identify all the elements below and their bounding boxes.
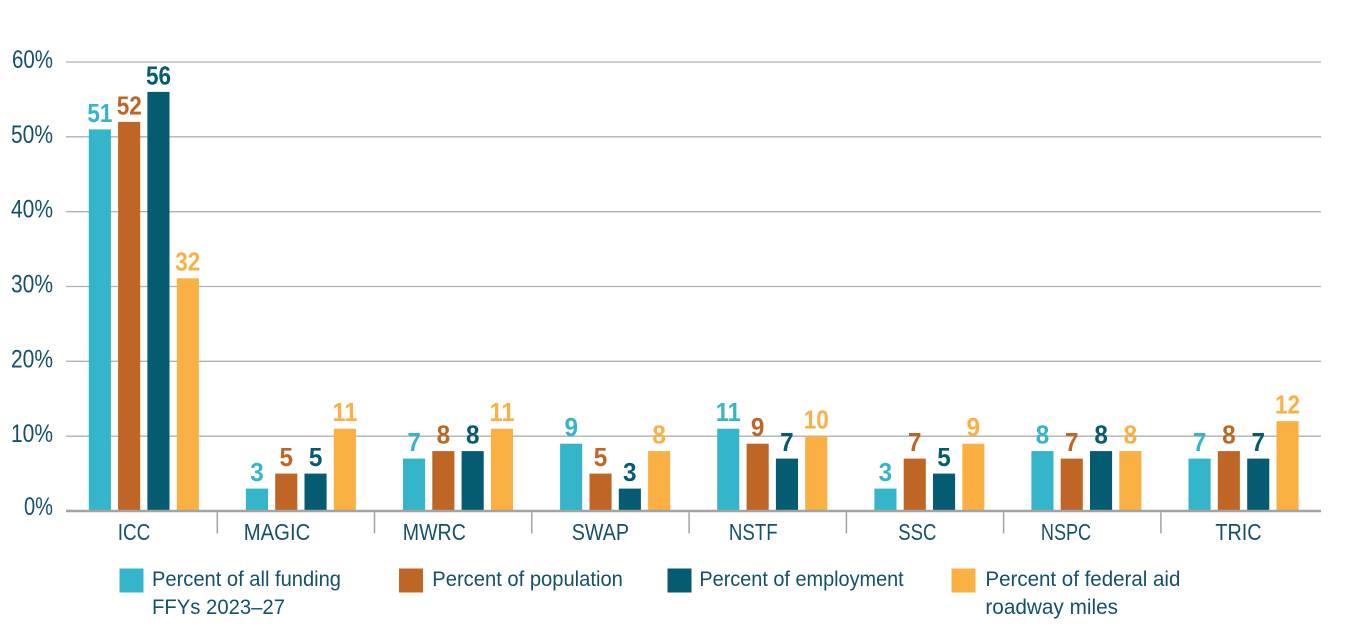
svg-text:3: 3 [623, 457, 637, 487]
svg-text:8: 8 [1036, 420, 1050, 450]
svg-text:5: 5 [309, 442, 323, 472]
svg-text:MAGIC: MAGIC [244, 519, 311, 545]
svg-text:51: 51 [87, 98, 112, 128]
svg-text:5: 5 [937, 442, 951, 472]
svg-text:8: 8 [437, 420, 451, 450]
svg-text:Percent of employment: Percent of employment [699, 568, 903, 591]
svg-text:9: 9 [751, 412, 765, 442]
svg-text:NSTF: NSTF [729, 519, 778, 545]
svg-text:7: 7 [1251, 427, 1265, 457]
svg-text:10%: 10% [11, 420, 53, 448]
svg-text:7: 7 [908, 427, 922, 457]
svg-text:Percent of federal aid: Percent of federal aid [985, 568, 1180, 591]
svg-text:3: 3 [879, 457, 893, 487]
svg-text:Percent of all funding: Percent of all funding [152, 568, 341, 591]
svg-text:20%: 20% [11, 345, 53, 373]
svg-text:NSPC: NSPC [1041, 519, 1091, 545]
svg-text:12: 12 [1275, 390, 1300, 420]
svg-text:9: 9 [967, 412, 981, 442]
svg-text:8: 8 [1124, 420, 1138, 450]
svg-text:7: 7 [1065, 427, 1079, 457]
svg-text:ICC: ICC [118, 519, 151, 545]
svg-text:8: 8 [652, 420, 666, 450]
svg-text:8: 8 [1094, 420, 1108, 450]
svg-text:TRIC: TRIC [1215, 519, 1261, 545]
svg-text:roadway miles: roadway miles [985, 596, 1118, 619]
svg-text:32: 32 [175, 247, 200, 277]
svg-text:0%: 0% [24, 493, 53, 521]
svg-text:8: 8 [1222, 420, 1236, 450]
svg-text:3: 3 [250, 457, 264, 487]
svg-text:SWAP: SWAP [572, 519, 629, 545]
svg-text:5: 5 [280, 442, 294, 472]
svg-text:11: 11 [490, 397, 515, 427]
svg-text:60%: 60% [12, 46, 53, 74]
svg-text:30%: 30% [11, 271, 53, 299]
svg-text:7: 7 [780, 427, 794, 457]
svg-text:40%: 40% [11, 196, 53, 224]
svg-text:MWRC: MWRC [403, 519, 466, 545]
svg-text:11: 11 [332, 397, 357, 427]
svg-text:5: 5 [594, 442, 608, 472]
svg-text:SSC: SSC [898, 519, 936, 545]
svg-text:56: 56 [146, 60, 171, 90]
svg-text:10: 10 [804, 405, 829, 435]
svg-text:52: 52 [117, 90, 142, 120]
svg-text:7: 7 [1193, 427, 1207, 457]
svg-text:Percent of population: Percent of population [432, 568, 623, 591]
svg-text:FFYs 2023–27: FFYs 2023–27 [152, 596, 285, 619]
svg-text:8: 8 [466, 420, 480, 450]
svg-text:50%: 50% [11, 121, 53, 149]
svg-text:7: 7 [407, 427, 421, 457]
svg-text:11: 11 [716, 397, 741, 427]
svg-text:9: 9 [564, 412, 578, 442]
